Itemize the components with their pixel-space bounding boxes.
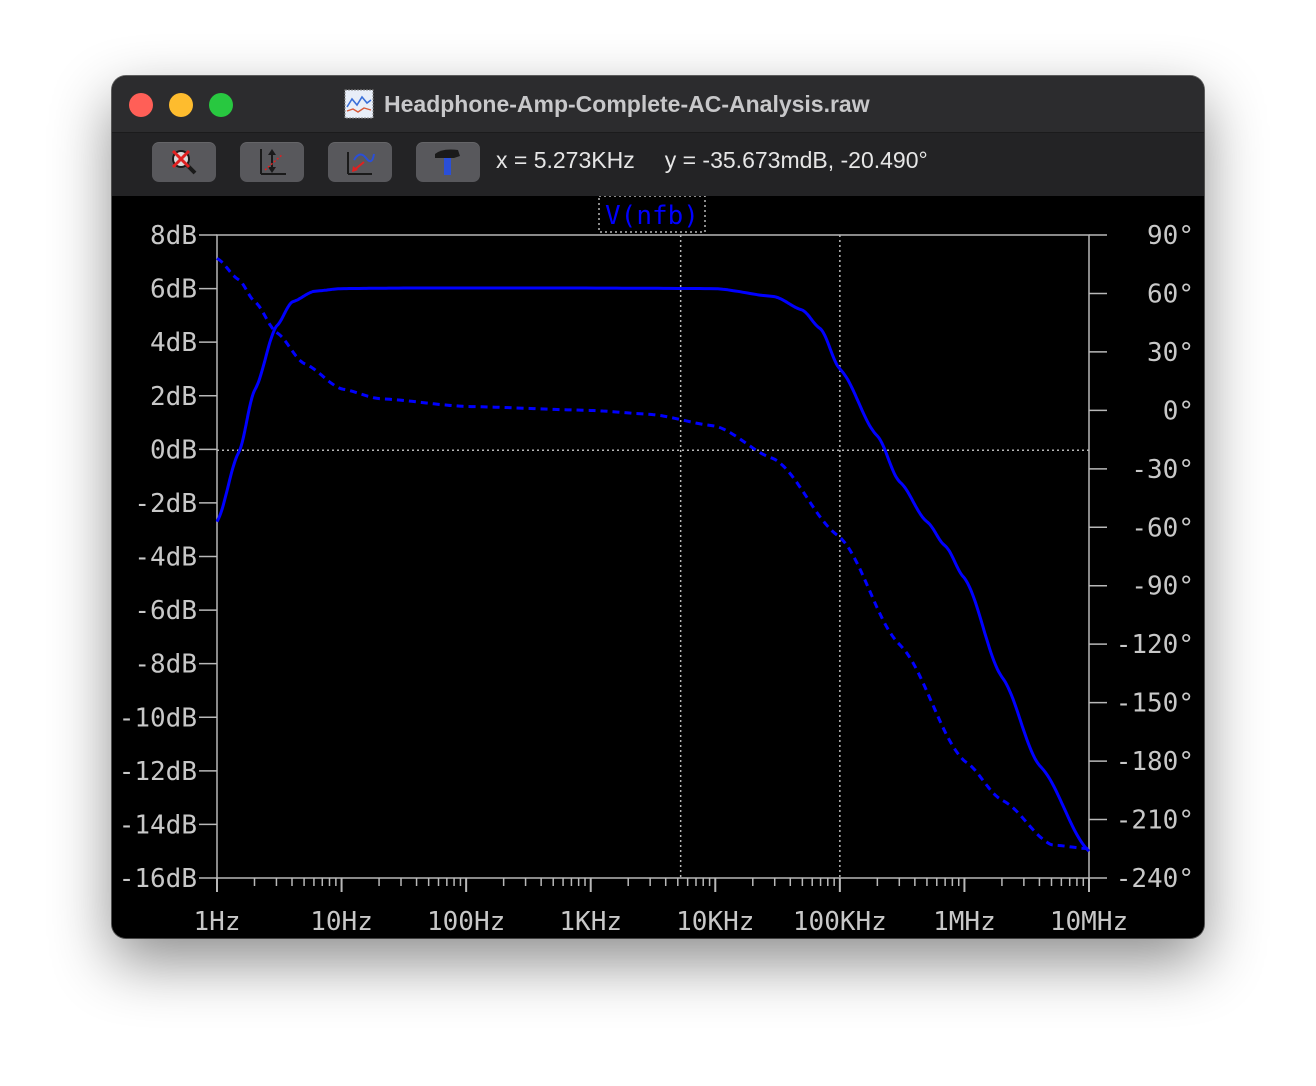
hammer-button[interactable] [416, 142, 480, 182]
y-left-tick-label: -10dB [119, 703, 197, 733]
waveform-document-icon [344, 89, 374, 119]
x-tick-label: 1Hz [194, 907, 241, 937]
window-title: Headphone-Amp-Complete-AC-Analysis.raw [384, 90, 870, 117]
y-right-tick-label: -90° [1131, 572, 1194, 602]
x-tick-label: 10MHz [1050, 907, 1128, 937]
y-left-tick-label: -2dB [134, 489, 197, 519]
y-left-tick-label: 2dB [150, 382, 197, 412]
y-right-tick-label: -30° [1131, 455, 1194, 485]
magnitude-trace[interactable] [215, 286, 1091, 853]
y-right-tick-label: -120° [1116, 630, 1194, 660]
x-tick-label: 100Hz [427, 907, 505, 937]
autorange-button[interactable] [240, 142, 304, 182]
y-right-tick-label: -240° [1116, 864, 1194, 894]
zoom-window-button[interactable] [209, 93, 233, 117]
window-title-group: Headphone-Amp-Complete-AC-Analysis.raw [344, 86, 870, 122]
zoom-cancel-button[interactable] [152, 142, 216, 182]
x-tick-label: 100KHz [793, 907, 887, 937]
y-left-tick-label: -4dB [134, 543, 197, 573]
y-right-tick-label: -150° [1116, 689, 1194, 719]
y-left-tick-label: -8dB [134, 650, 197, 680]
y-left-tick-label: 6dB [150, 275, 197, 305]
y-left-tick-label: 0dB [150, 435, 197, 465]
y-right-tick-label: -60° [1131, 513, 1194, 543]
y-left-tick-label: -6dB [134, 596, 197, 626]
plot-area[interactable]: 1Hz 10Hz 100Hz 1KHz 10KHz 100KHz 1MHz 10MHz 8dB 6… [112, 195, 1204, 938]
y-left-tick-label: -12dB [119, 757, 197, 787]
minimize-button[interactable] [169, 93, 193, 117]
x-tick-label: 1KHz [559, 907, 622, 937]
y-left-tick-label: 8dB [150, 221, 197, 251]
y-left-tick-label: -14dB [119, 810, 197, 840]
magnifier-cross-icon [171, 149, 197, 175]
cursor-readout: x = 5.273KHz y = -35.673mdB, -20.490° [496, 147, 928, 174]
x-tick-label: 10Hz [310, 907, 373, 937]
zoom-back-button[interactable] [328, 142, 392, 182]
x-tick-label: 10KHz [676, 907, 754, 937]
hammer-icon [435, 149, 460, 175]
title-bar[interactable]: Headphone-Amp-Complete-AC-Analysis.raw [112, 76, 1204, 133]
trace-label[interactable]: V(nfb) [605, 201, 699, 231]
y-right-tick-label: -210° [1116, 806, 1194, 836]
plot-frame [216, 234, 1090, 879]
plot-window: Headphone-Amp-Complete-AC-Analysis.raw [112, 76, 1204, 938]
y-right-tick-label: 60° [1147, 279, 1194, 309]
y-right-tick-label: -180° [1116, 747, 1194, 777]
toolbar: x = 5.273KHz y = -35.673mdB, -20.490° [112, 133, 1204, 196]
bode-plot[interactable]: 1Hz 10Hz 100Hz 1KHz 10KHz 100KHz 1MHz 10MHz 8dB 6… [112, 195, 1204, 938]
close-button[interactable] [129, 93, 153, 117]
y-right-tick-label: 30° [1147, 338, 1194, 368]
trace-label-box[interactable] [598, 195, 706, 233]
y-left-tick-label: 4dB [150, 328, 197, 358]
axis-autorange-icon [260, 149, 286, 175]
x-tick-label: 1MHz [933, 907, 996, 937]
cursor-x-readout: x = 5.273KHz [496, 147, 635, 173]
zoom-back-icon [347, 152, 375, 175]
y-left-tick-label: -16dB [119, 864, 197, 894]
y-right-tick-label: 0° [1163, 396, 1194, 426]
y-right-tick-label: 90° [1147, 221, 1194, 251]
phase-trace[interactable] [216, 257, 1090, 851]
cursor-y-readout: y = -35.673mdB, -20.490° [664, 147, 928, 173]
